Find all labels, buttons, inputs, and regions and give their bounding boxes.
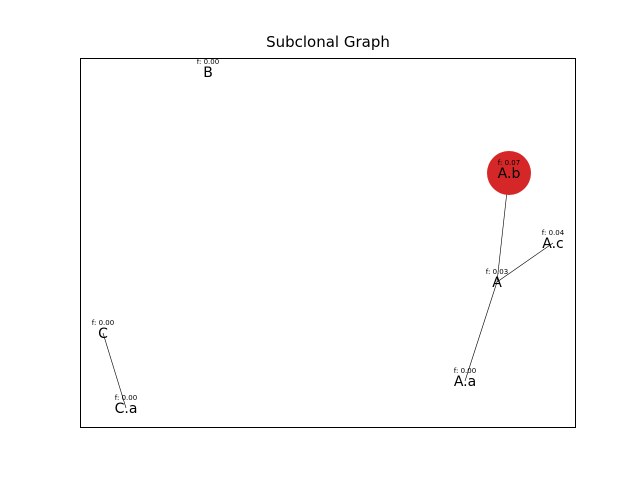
freq-label-b: f: 0.00	[197, 58, 219, 66]
node-c-a: f: 0.00C.a	[115, 394, 138, 417]
figure-title: Subclonal Graph	[266, 33, 390, 51]
node-label-a-b: A.b	[498, 166, 521, 182]
node-label-b: B	[203, 65, 213, 81]
node-b: f: 0.00B	[197, 58, 219, 81]
node-a-a: f: 0.00A.a	[454, 367, 476, 390]
freq-label-a-b: f: 0.07	[498, 159, 520, 167]
edges-layer	[102, 172, 554, 409]
edge-c-to-c-a	[102, 332, 127, 409]
node-label-a-c: A.c	[542, 236, 563, 252]
freq-label-a-c: f: 0.04	[542, 229, 565, 237]
node-a-c: f: 0.04A.c	[542, 229, 565, 252]
node-label-a: A	[492, 275, 502, 291]
plot-frame	[80, 58, 576, 428]
node-c: f: 0.00C	[92, 319, 114, 342]
node-a-b: f: 0.07A.b	[487, 151, 531, 195]
node-a: f: 0.03A	[486, 268, 508, 291]
node-marker-a-b	[487, 151, 531, 195]
freq-label-c: f: 0.00	[92, 319, 114, 327]
freq-label-a: f: 0.03	[486, 268, 508, 276]
node-label-c: C	[98, 326, 108, 342]
node-label-c-a: C.a	[115, 401, 138, 417]
freq-label-a-a: f: 0.00	[454, 367, 476, 375]
freq-label-c-a: f: 0.00	[115, 394, 137, 402]
node-label-a-a: A.a	[454, 374, 476, 390]
edge-a-to-a-c	[496, 242, 554, 283]
edge-a-to-a-a	[464, 281, 498, 382]
